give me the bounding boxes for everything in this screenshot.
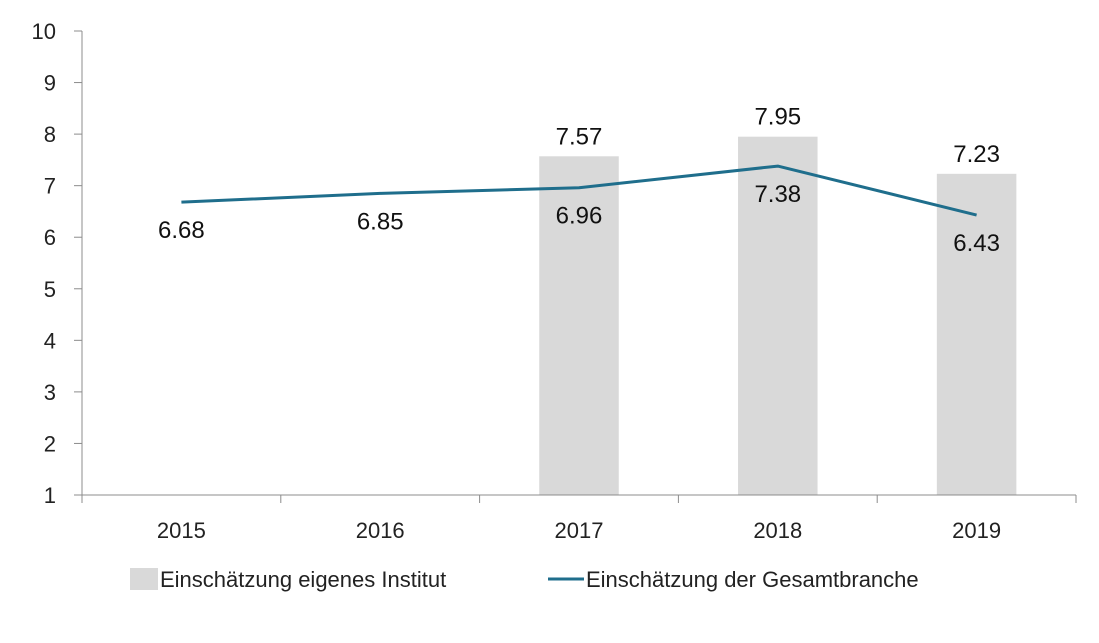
y-tick-label: 7: [44, 174, 56, 199]
y-tick-label: 4: [44, 328, 56, 353]
x-tick-label: 2019: [952, 518, 1001, 543]
line-data-label: 6.85: [357, 208, 404, 235]
y-tick-label: 10: [32, 19, 56, 44]
y-tick-label: 1: [44, 483, 56, 508]
y-tick-label: 8: [44, 122, 56, 147]
bar-data-label: 7.23: [953, 141, 1000, 168]
legend-label-line: Einschätzung der Gesamtbranche: [586, 567, 919, 592]
line-data-label: 7.38: [754, 181, 801, 208]
bar-data-label: 7.57: [556, 123, 603, 150]
x-tick-label: 2015: [157, 518, 206, 543]
line-data-label: 6.68: [158, 217, 205, 244]
data-labels: 7.57 7.95 7.23 6.68 6.85 6.96 7.38 6.43: [158, 104, 1000, 257]
line-data-label: 6.96: [556, 203, 603, 230]
legend-label-bar: Einschätzung eigenes Institut: [160, 567, 446, 592]
y-tick-label: 6: [44, 225, 56, 250]
bar-data-label: 7.95: [754, 104, 801, 131]
bar: [738, 136, 818, 495]
y-tick-label: 5: [44, 277, 56, 302]
x-tick-label: 2017: [555, 518, 604, 543]
bar: [539, 156, 619, 495]
legend-swatch-bar: [130, 568, 158, 590]
x-tick-label: 2016: [356, 518, 405, 543]
x-tick-label: 2018: [753, 518, 802, 543]
bar: [936, 173, 1017, 495]
y-tick-label: 9: [44, 71, 56, 96]
y-tick-label: 3: [44, 380, 56, 405]
legend: Einschätzung eigenes Institut Einschätzu…: [130, 567, 919, 592]
series-line: [181, 164, 977, 217]
y-tick-label: 2: [44, 431, 56, 456]
line-data-label: 6.43: [953, 230, 1000, 257]
axes: 1 2 3 4 5 6 7 8 9 10 2015 2016 2017 2018 2019: [32, 19, 1077, 543]
bar-series: [539, 136, 1017, 495]
line-series: [181, 164, 977, 217]
